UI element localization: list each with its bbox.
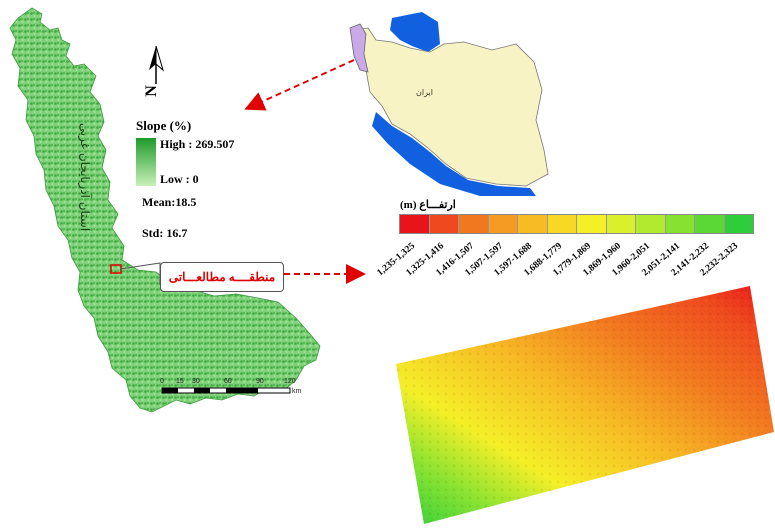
elevation-swatch	[577, 215, 607, 233]
scale-tick: 30	[192, 378, 200, 385]
scale-tick: 15	[176, 378, 184, 385]
persian-gulf	[372, 112, 536, 196]
iran-label: ایران	[416, 88, 433, 97]
west-azerbaijan-highlight	[349, 23, 369, 73]
scale-tick: 60	[224, 378, 232, 385]
elevation-swatch	[459, 215, 489, 233]
scale-bar	[161, 387, 291, 394]
locator-arrow	[244, 59, 355, 111]
elevation-swatch	[665, 215, 695, 233]
elevation-swatch	[518, 215, 548, 233]
elevation-swatches	[399, 214, 754, 234]
slope-legend-title: Slope (%)	[136, 118, 192, 133]
elevation-swatch	[724, 215, 753, 233]
slope-std-label: Std: 16.7	[142, 226, 188, 240]
scale-tick: 90	[256, 378, 264, 385]
dem-texture	[396, 286, 774, 524]
slope-ramp	[136, 138, 156, 186]
elevation-swatch	[429, 215, 459, 233]
study-area-label: منطقــــه مطالعـــاتی	[160, 262, 284, 292]
slope-mean-label: Mean:18.5	[142, 195, 197, 209]
caspian-sea	[390, 12, 440, 52]
scale-tick: 0	[160, 378, 164, 385]
north-arrow-icon	[149, 45, 164, 84]
slope-high-label: High : 269.507	[160, 137, 235, 151]
iran-map: ایران	[349, 12, 549, 196]
province-shape	[9, 7, 321, 413]
elevation-swatch	[547, 215, 577, 233]
elevation-swatch	[400, 215, 430, 233]
elevation-swatch	[488, 215, 518, 233]
scale-unit: km	[292, 388, 302, 395]
slope-low-label: Low : 0	[160, 172, 199, 186]
scale-tick: 120	[284, 378, 296, 385]
elevation-swatch	[636, 215, 666, 233]
elevation-legend-title: ارتفـــاع (m)	[400, 199, 456, 211]
elevation-swatch	[606, 215, 636, 233]
iran-land	[351, 27, 549, 187]
elevation-swatch	[695, 215, 725, 233]
study-area-dem	[396, 286, 774, 524]
